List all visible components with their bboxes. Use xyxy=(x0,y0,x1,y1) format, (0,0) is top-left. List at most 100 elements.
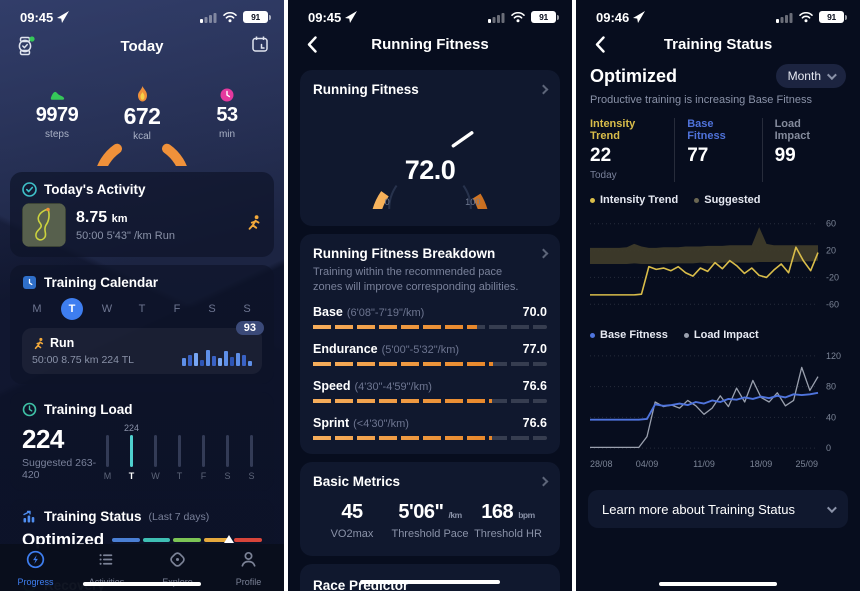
training-load-card[interactable]: Training Load 224 Suggested 263-420 M 224… xyxy=(10,392,274,491)
tab-label: Progress xyxy=(17,577,54,587)
week-day-5[interactable]: S xyxy=(208,303,216,315)
basic-metrics-card[interactable]: Basic Metrics 45 VO2max 5'06" /km Threshol… xyxy=(300,461,560,556)
status-time: 09:45 xyxy=(20,9,54,25)
legend-dot-icon xyxy=(694,197,700,203)
nav-title: Running Fitness xyxy=(371,35,489,53)
load-day-bar xyxy=(249,435,254,467)
back-button[interactable] xyxy=(300,32,324,56)
calories-label: kcal xyxy=(133,131,151,142)
week-day-3[interactable]: T xyxy=(138,303,146,315)
race-predictor-card[interactable]: Race Predictor DistanceAvg. PaceTime 5km… xyxy=(300,563,560,591)
watch-device-icon[interactable] xyxy=(14,35,40,57)
week-day-4[interactable]: F xyxy=(173,303,181,315)
battery-icon: 91 xyxy=(531,11,559,23)
steps-label: steps xyxy=(45,129,69,140)
load-day-label: F xyxy=(200,471,207,481)
training-calendar-card[interactable]: Training Calendar M T W T F S S 93 Run 50:00 8… xyxy=(10,265,274,384)
histogram-bar xyxy=(236,353,240,366)
legend-dot-icon xyxy=(590,197,595,203)
week-day-0[interactable]: M xyxy=(32,303,42,315)
status-spectrum-bar xyxy=(112,535,262,544)
running-fitness-card[interactable]: Running Fitness 0 100 72.0 xyxy=(300,70,560,285)
metrics-row: 45 VO2max 5'06" /km Threshold Pace 168 bpm T… xyxy=(313,495,547,544)
breakdown-rows: Base (6'08"-7'19"/km) 70.0 Endurance (5'00"-… xyxy=(313,305,547,440)
tab-item-progress[interactable]: Progress xyxy=(0,549,71,591)
workout-score-badge: 93 xyxy=(235,321,264,335)
tab-item-profile[interactable]: Profile xyxy=(213,549,284,591)
load-day-bar xyxy=(153,435,158,467)
ability-progress-fill xyxy=(313,435,493,440)
workout-entry[interactable]: 93 Run 50:00 8.75 km 224 TL xyxy=(22,321,264,374)
fitness-breakdown-card[interactable]: Running Fitness Breakdown Training withi… xyxy=(300,234,560,454)
intensity-chart-legend: Intensity Trend Suggested xyxy=(576,186,860,210)
status-segment xyxy=(203,537,232,543)
steps-value: 9979 xyxy=(35,104,79,126)
load-day-col: T xyxy=(173,423,186,481)
ability-name: Speed xyxy=(313,378,351,393)
ability-progress-bar xyxy=(313,435,547,440)
activity-distance-unit: km xyxy=(111,212,128,225)
histogram-bar xyxy=(194,353,198,366)
home-indicator[interactable] xyxy=(360,579,500,584)
training-status-icon xyxy=(23,510,35,523)
svg-text:80: 80 xyxy=(826,382,836,392)
legend-intensity-trend: Intensity Trend xyxy=(590,194,678,206)
stat-load-impact: Load Impact 99 xyxy=(761,118,846,182)
status-segment xyxy=(112,537,140,543)
legend-dot-icon xyxy=(683,332,689,338)
week-day-6[interactable]: S xyxy=(243,303,251,315)
metric-label: Threshold HR xyxy=(474,527,542,540)
load-day-label: M xyxy=(103,471,112,481)
ability-pace-range: (6'08"-7'19"/km) xyxy=(346,306,425,319)
legend-label: Intensity Trend xyxy=(600,194,679,206)
metric-value: 45 xyxy=(341,500,363,523)
status-subtitle: Productive training is increasing Base F… xyxy=(590,94,812,106)
home-indicator[interactable] xyxy=(83,581,201,586)
status-stats-row: Intensity Trend 22 Today Base Fitness 77 Load… xyxy=(576,106,860,186)
location-arrow-icon xyxy=(633,11,646,23)
status-time: 09:46 xyxy=(596,9,630,25)
load-week-chart: M 224 T W T F S S xyxy=(101,423,262,481)
ability-progress-bar xyxy=(313,361,547,366)
legend-label: Load Impact xyxy=(693,329,759,341)
base-fitness-chart: 120 80 40 0 28/08 04/09 11/09 18/09 25/09 xyxy=(590,351,841,469)
status-card-subtitle: (Last 7 days) xyxy=(148,510,210,523)
svg-text:25/09: 25/09 xyxy=(795,459,818,469)
stat-sub xyxy=(687,170,751,182)
intensity-trend-chart: 60 20 -20 -60 xyxy=(590,219,839,309)
load-day-label: S xyxy=(224,471,231,481)
ability-pace-range: (<4'30"/km) xyxy=(353,417,409,430)
activities-list-icon xyxy=(96,549,117,575)
load-day-col: W xyxy=(149,423,162,481)
workout-meta: 50:00 8.75 km 224 TL xyxy=(32,354,134,366)
daily-summary[interactable]: 9979 steps 672 kcal 53 min xyxy=(0,62,284,233)
back-button[interactable] xyxy=(588,32,612,56)
period-selector[interactable]: Month xyxy=(775,64,846,88)
svg-text:20: 20 xyxy=(826,246,836,256)
calorie-ring: 672 kcal xyxy=(90,62,194,233)
training-calendar-icon xyxy=(23,276,36,289)
load-day-col: F xyxy=(197,423,210,481)
fitness-chart-legend: Base Fitness Load Impact xyxy=(576,321,860,345)
nav-title: Training Status xyxy=(663,35,773,53)
learn-more-button[interactable]: Learn more about Training Status xyxy=(588,490,848,528)
wifi-icon xyxy=(511,11,525,23)
fitness-score-value: 72.0 xyxy=(404,155,456,185)
breakdown-title: Running Fitness Breakdown xyxy=(313,246,496,261)
ability-score: 76.6 xyxy=(522,378,547,393)
status-bar: 09:46 91 xyxy=(576,0,860,28)
calendar-icon[interactable] xyxy=(250,34,270,59)
home-indicator[interactable] xyxy=(659,581,777,586)
week-day-1[interactable]: T xyxy=(61,298,83,320)
training-status-state: Optimized xyxy=(590,65,678,86)
legend-label: Base Fitness xyxy=(600,329,668,341)
app-header: Today xyxy=(0,28,284,64)
metric-threshold-hr: 168 bpm Threshold HR xyxy=(469,501,547,540)
week-day-2[interactable]: W xyxy=(101,303,113,315)
legend-label: Suggested xyxy=(704,194,761,206)
ability-pace-range: (4'30"-4'59"/km) xyxy=(354,380,432,393)
chevron-right-icon xyxy=(538,84,549,95)
chevron-down-icon xyxy=(826,69,837,80)
todays-activity-card[interactable]: Today's Activity 8.75 km 50:00 5'43" /km… xyxy=(10,172,274,257)
